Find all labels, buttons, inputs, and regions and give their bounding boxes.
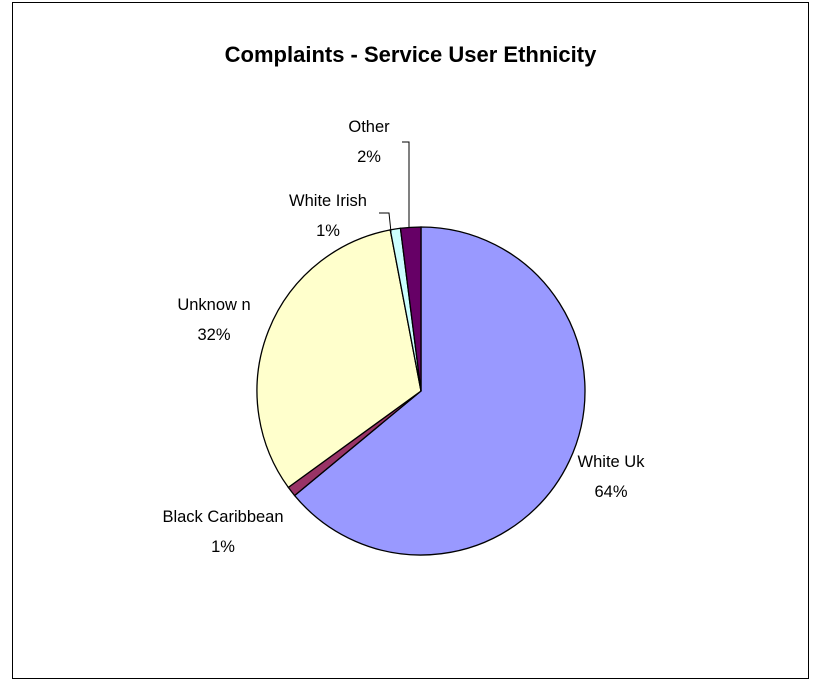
pie-slice-white-uk — [293, 226, 586, 556]
chart-title: Complaints - Service User Ethnicity — [224, 42, 597, 67]
slice-label-percent: 32% — [197, 326, 230, 344]
leader-line — [379, 212, 392, 233]
slice-label-percent: 1% — [316, 222, 340, 240]
slice-label-percent: 64% — [594, 483, 627, 501]
slice-label-percent: 2% — [357, 148, 381, 166]
slice-label-name: White Irish — [289, 192, 367, 210]
pie-slice-unknow-n — [256, 229, 422, 489]
slice-label-name: Other — [348, 118, 390, 136]
leader-line — [402, 141, 410, 228]
slice-label-percent: 1% — [211, 538, 235, 556]
slice-label-name: White Uk — [578, 453, 646, 471]
pie-slice-other — [399, 226, 422, 392]
slice-label-name: Unknow n — [177, 296, 250, 314]
slice-label-name: Black Caribbean — [162, 508, 283, 526]
